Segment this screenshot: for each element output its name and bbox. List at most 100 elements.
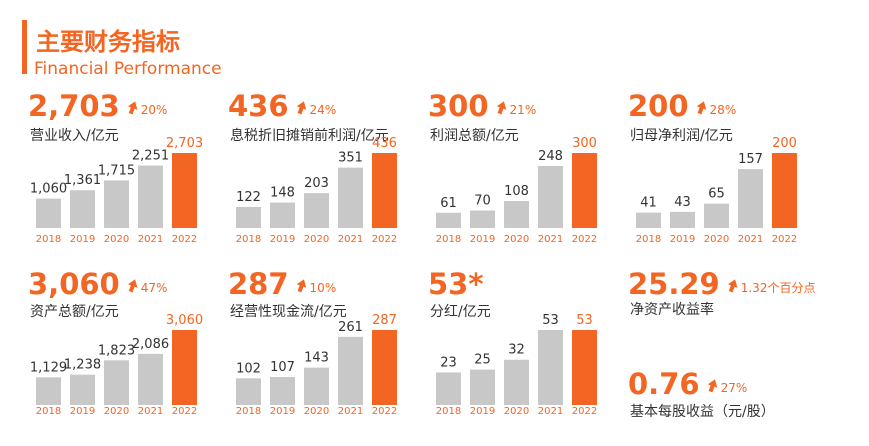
change-text: 10% [310,281,337,295]
year-label: 2021 [338,406,363,417]
year-label: 2018 [36,406,61,417]
year-label: 2019 [470,406,495,417]
year-label: 2021 [538,406,563,417]
bar [738,169,763,228]
metric-label: 利润总额/亿元 [430,128,519,144]
headline-value: 0.76 [628,367,700,401]
value-label: 436 [372,136,397,151]
year-label: 2022 [572,234,597,245]
value-label: 248 [538,149,563,164]
up-arrow [496,101,507,115]
value-label: 25 [474,353,491,368]
value-label: 122 [236,190,261,205]
up-arrow [728,279,738,293]
value-label: 108 [504,184,529,199]
year-label: 2019 [670,234,695,245]
value-label: 41 [640,196,657,211]
change-text: 21% [510,103,537,117]
up-arrow [296,279,307,293]
bar [538,330,563,405]
up-arrow [696,101,707,115]
bar [104,180,129,228]
bar [572,153,597,228]
headline-value: 53* [428,267,484,301]
year-label: 2021 [538,234,563,245]
up-arrow [128,101,138,115]
bar [704,203,729,228]
bar [70,190,95,228]
value-label: 261 [338,320,363,335]
year-label: 2021 [138,234,163,245]
year-label: 2020 [504,234,529,245]
bar [304,193,329,228]
metric-label: 归母净利润/亿元 [630,127,733,144]
page-subtitle: Financial Performance [34,59,222,79]
bar [70,374,95,405]
value-label: 143 [304,351,329,366]
year-label: 2020 [304,406,329,417]
headline-value: 436 [228,89,289,123]
change-text: 27% [721,381,748,395]
bar [304,367,329,405]
value-label: 70 [474,194,491,209]
value-label: 1,060 [30,182,67,197]
bar [138,353,163,405]
headline-value: 287 [228,267,289,301]
year-label: 2018 [436,234,461,245]
metric-label: 基本每股收益（元/股） [630,403,775,420]
year-label: 2018 [636,234,661,245]
bar [504,359,529,405]
year-label: 2018 [36,234,61,245]
change-text: 20% [141,103,168,117]
headline-value: 200 [628,89,689,123]
bar [436,212,461,228]
bar [470,210,495,228]
year-label: 2022 [172,406,197,417]
bar [36,377,61,405]
value-label: 351 [338,151,363,166]
bar [436,372,461,405]
metric-label: 净资产收益率 [630,301,714,318]
change-text: 47% [141,281,168,295]
bar [338,167,363,228]
bar [138,165,163,228]
bar [338,336,363,405]
metric-label: 资产总额/亿元 [30,304,119,320]
year-label: 2019 [70,234,95,245]
bar [270,377,295,405]
year-label: 2018 [436,406,461,417]
value-label: 2,086 [132,337,169,352]
bar [36,198,61,228]
change-text: 28% [710,103,737,117]
value-label: 3,060 [166,313,203,328]
year-label: 2020 [304,234,329,245]
bar [670,211,695,228]
year-label: 2020 [104,234,129,245]
year-label: 2019 [470,234,495,245]
bar [372,153,397,228]
value-label: 107 [270,360,295,375]
bar [104,360,129,405]
value-label: 32 [508,343,525,358]
bar [236,378,261,405]
bar [172,153,197,228]
year-label: 2021 [138,406,163,417]
value-label: 61 [440,196,457,211]
up-arrow [707,379,718,393]
bar [372,330,397,405]
page-title: 主要财务指标 [36,28,180,56]
year-label: 2022 [772,234,797,245]
value-label: 1,361 [64,173,101,188]
bar [572,330,597,405]
value-label: 2,251 [132,149,169,164]
value-label: 1,129 [30,360,67,375]
bar [772,153,797,228]
value-label: 1,238 [64,358,101,373]
year-label: 2022 [372,406,397,417]
year-label: 2020 [504,406,529,417]
value-label: 200 [772,136,797,151]
value-label: 102 [236,361,261,376]
metric-label: 营业收入/亿元 [30,128,119,144]
change-text: 1.32个百分点 [741,281,816,295]
